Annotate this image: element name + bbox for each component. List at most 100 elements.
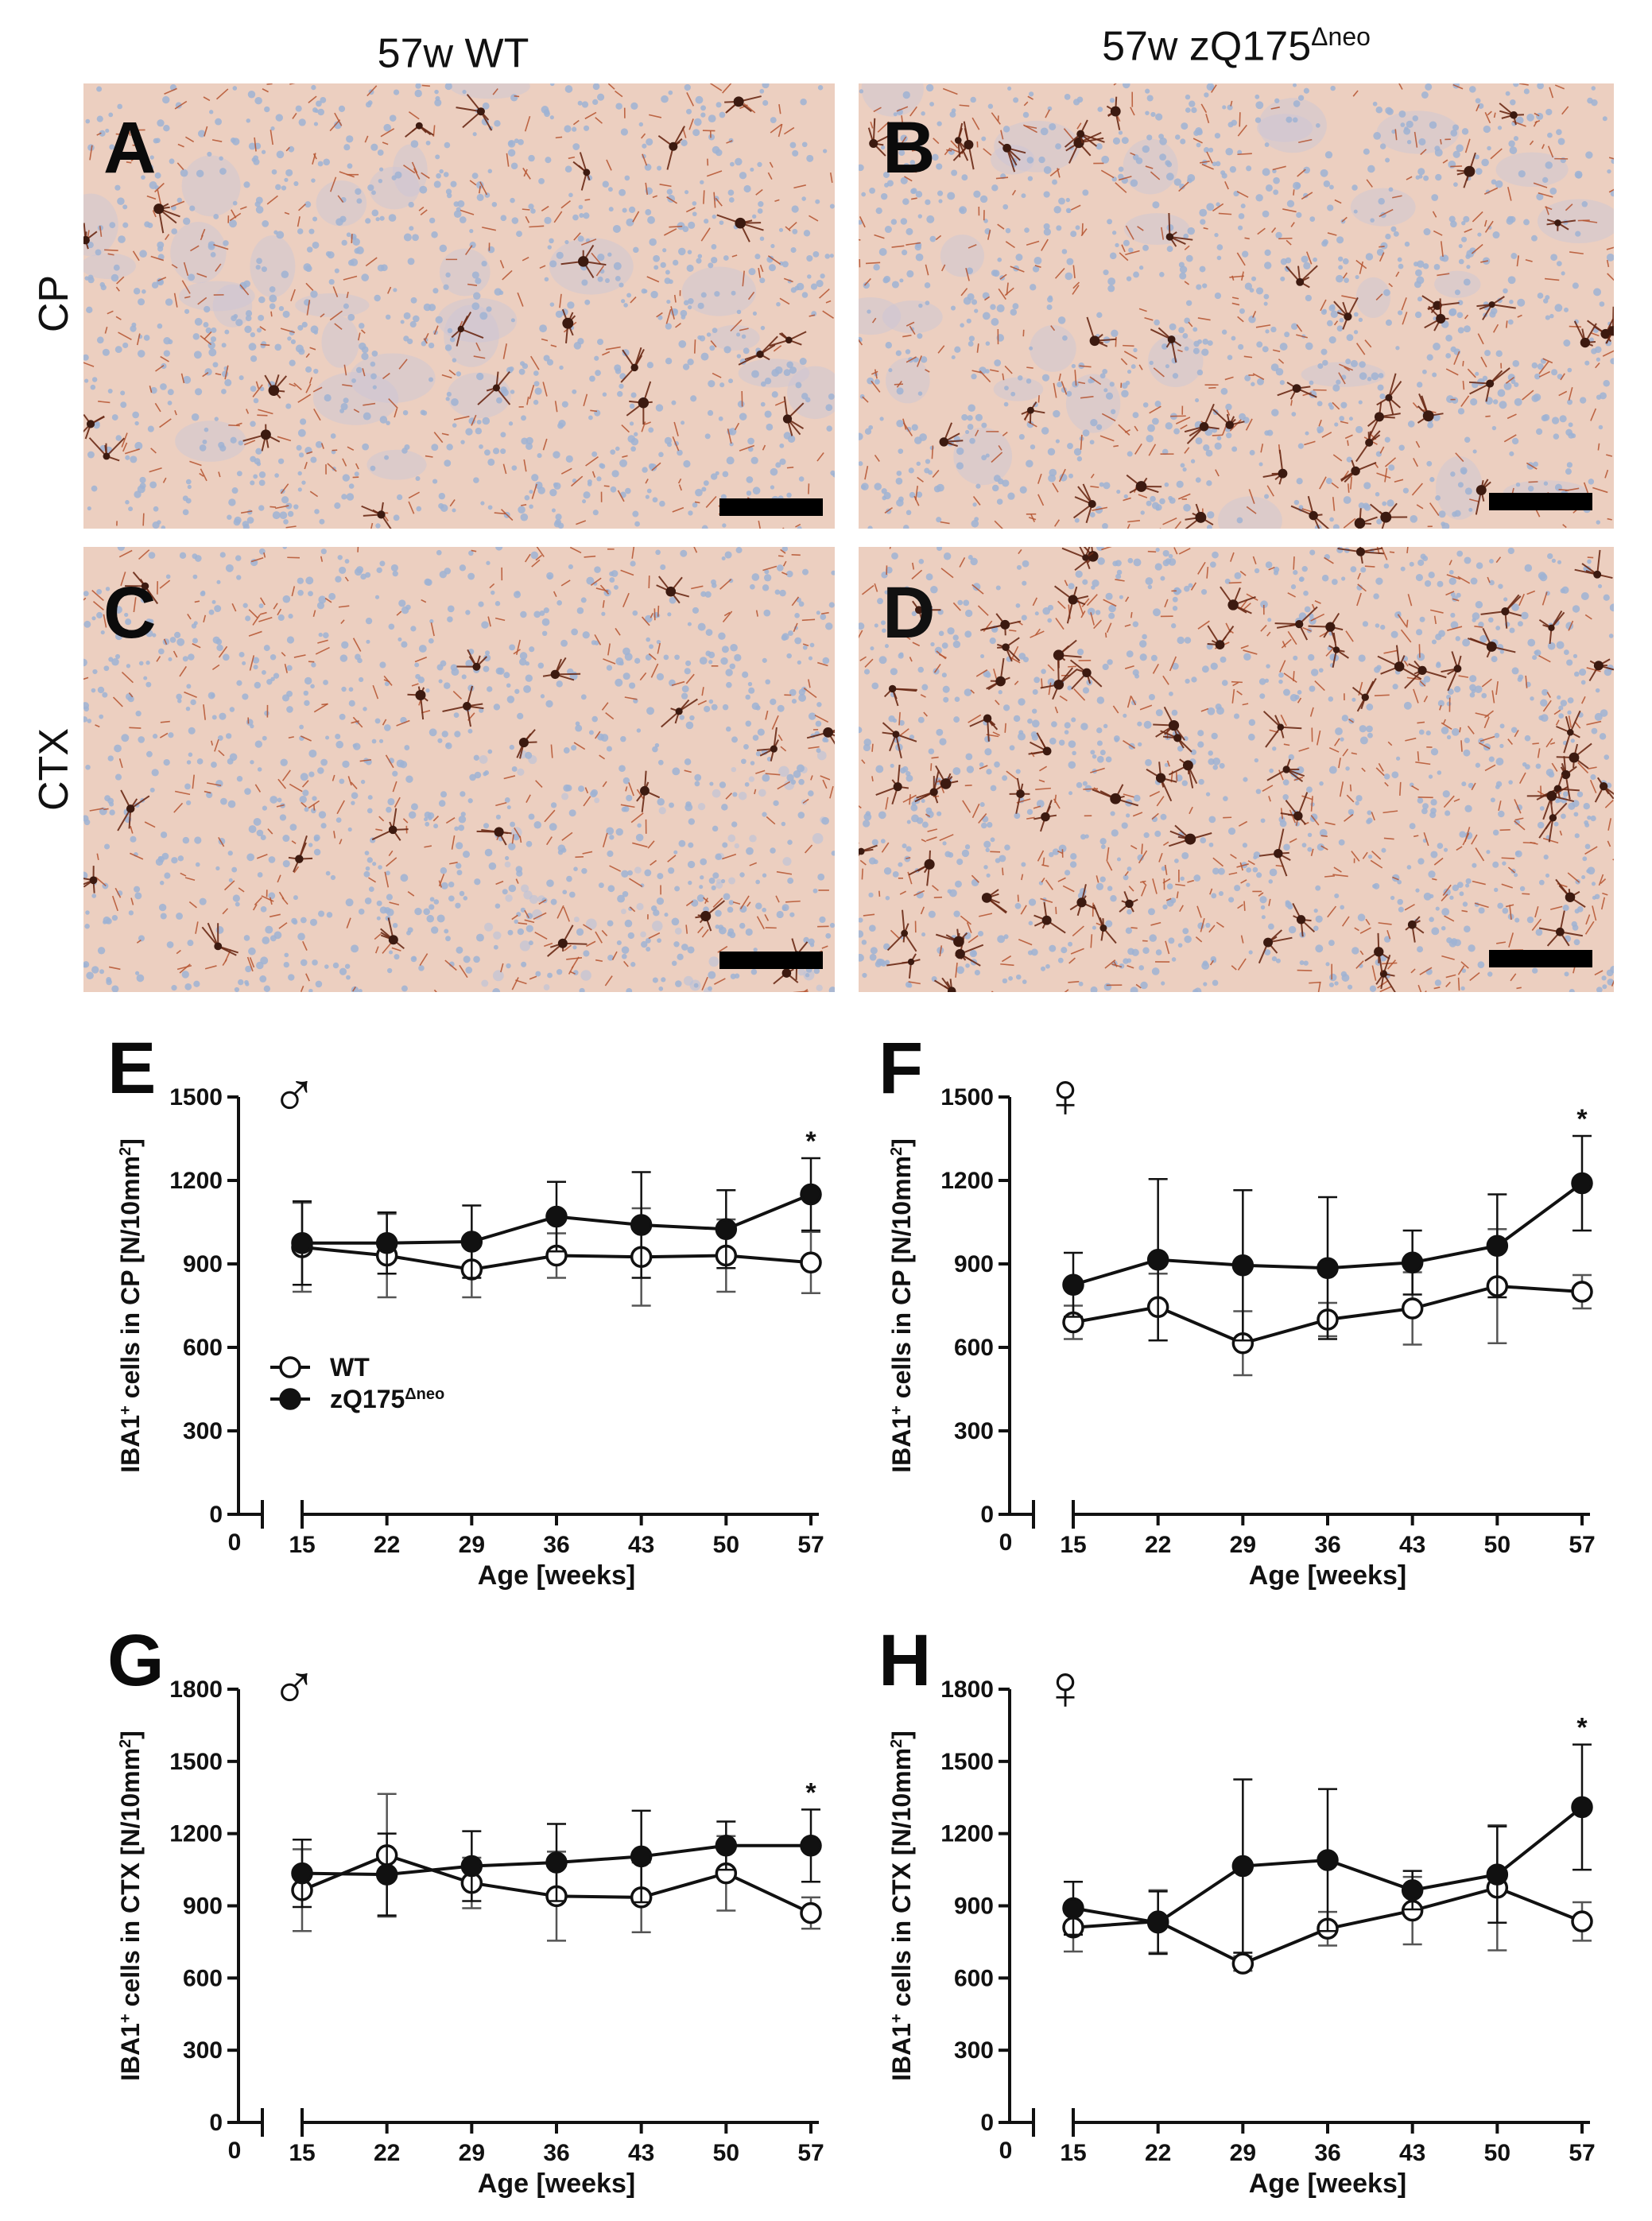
y-tick-label: 0 xyxy=(980,2110,994,2136)
data-point xyxy=(293,1234,312,1253)
significance-marker: * xyxy=(805,1777,816,1808)
x-tick-label: 0 xyxy=(999,1529,1013,1556)
y-tick-label: 900 xyxy=(954,1893,994,1920)
data-point xyxy=(462,1857,481,1876)
y-tick-label: 900 xyxy=(954,1251,994,1277)
x-tick-label: 36 xyxy=(543,2140,569,2166)
y-tick-label: 300 xyxy=(183,1418,223,1444)
data-point xyxy=(547,1207,566,1227)
x-tick-label: 43 xyxy=(628,1532,654,1558)
y-tick-label: 0 xyxy=(980,1502,994,1528)
micrograph-c xyxy=(83,547,835,992)
scale-bar-d xyxy=(1489,950,1592,967)
x-axis-label: Age [weeks] xyxy=(478,1560,635,1591)
data-point xyxy=(378,1865,397,1884)
x-axis-label: Age [weeks] xyxy=(478,2169,635,2199)
x-tick-label: 29 xyxy=(459,2140,485,2166)
scale-bar-a xyxy=(719,498,823,516)
data-point xyxy=(801,1185,820,1204)
row-title-cp: CP xyxy=(30,184,78,423)
x-tick-label: 36 xyxy=(1314,1532,1340,1558)
x-tick-label: 15 xyxy=(1060,2140,1086,2166)
data-point xyxy=(801,1836,820,1855)
data-point xyxy=(1149,1250,1168,1269)
x-tick-label: 43 xyxy=(628,2140,654,2166)
data-point xyxy=(716,1219,735,1238)
y-tick-label: 0 xyxy=(209,1502,223,1528)
data-point xyxy=(1233,1256,1252,1275)
y-tick-label: 1200 xyxy=(940,1168,994,1194)
x-tick-label: 50 xyxy=(713,1532,739,1558)
data-point xyxy=(1487,1865,1507,1884)
data-point xyxy=(547,1853,566,1872)
data-point xyxy=(1064,1899,1083,1918)
female-symbol-icon: ♀ xyxy=(1041,1652,1089,1723)
y-tick-label: 1800 xyxy=(169,1676,223,1703)
x-tick-label: 22 xyxy=(374,2140,400,2166)
data-point xyxy=(1487,1236,1507,1255)
female-symbol-icon: ♀ xyxy=(1041,1060,1089,1130)
panel-letter: F xyxy=(878,1028,923,1109)
data-point xyxy=(1403,1299,1422,1318)
panel-letter: E xyxy=(107,1028,156,1109)
y-tick-label: 1500 xyxy=(169,1084,223,1110)
x-tick-label: 57 xyxy=(1569,2140,1595,2166)
male-symbol-icon: ♂ xyxy=(270,1652,318,1723)
y-axis-label: IBA1+ cells in CP [N/10mm2] xyxy=(116,1138,145,1473)
data-point xyxy=(1318,1258,1337,1277)
legend-label-wt: WT xyxy=(330,1353,370,1382)
scale-bar-c xyxy=(719,952,823,969)
scale-bar-b xyxy=(1489,493,1592,510)
x-tick-label: 43 xyxy=(1399,1532,1425,1558)
y-tick-label: 300 xyxy=(954,2037,994,2064)
significance-marker: * xyxy=(1576,1713,1588,1743)
panel-letter: H xyxy=(878,1620,931,1701)
y-tick-label: 1500 xyxy=(169,1749,223,1775)
panel-letter-b: B xyxy=(882,111,935,184)
x-tick-label: 50 xyxy=(1484,2140,1510,2166)
y-axis-label: IBA1+ cells in CP [N/10mm2] xyxy=(887,1138,916,1473)
x-axis-label: Age [weeks] xyxy=(1249,2169,1406,2199)
data-point xyxy=(801,1253,820,1272)
male-symbol-icon: ♂ xyxy=(270,1060,318,1130)
y-tick-label: 600 xyxy=(954,1965,994,1991)
x-tick-label: 22 xyxy=(1145,2140,1171,2166)
y-axis-label: IBA1+ cells in CTX [N/10mm2] xyxy=(887,1731,916,2081)
y-tick-label: 1800 xyxy=(940,1676,994,1703)
y-tick-label: 900 xyxy=(183,1251,223,1277)
data-point xyxy=(1233,1857,1252,1876)
x-tick-label: 43 xyxy=(1399,2140,1425,2166)
data-point xyxy=(1573,1912,1592,1931)
x-tick-label: 22 xyxy=(374,1532,400,1558)
data-point xyxy=(801,1904,820,1923)
x-tick-label: 29 xyxy=(1230,1532,1256,1558)
data-point xyxy=(378,1234,397,1253)
x-tick-label: 15 xyxy=(289,1532,315,1558)
legend-label-zq175: zQ175Δneo xyxy=(330,1385,444,1413)
data-point xyxy=(1149,1913,1168,1932)
row-title-ctx: CTX xyxy=(30,650,78,889)
column-title-wt: 57w WT xyxy=(79,22,827,77)
y-tick-label: 1200 xyxy=(169,1168,223,1194)
x-tick-label: 57 xyxy=(797,2140,824,2166)
data-point xyxy=(632,1215,651,1235)
data-point xyxy=(632,1847,651,1866)
data-point xyxy=(462,1232,481,1251)
panel-letter: G xyxy=(107,1620,165,1701)
x-tick-label: 50 xyxy=(713,2140,739,2166)
data-point xyxy=(1403,1253,1422,1272)
y-tick-label: 1200 xyxy=(169,1821,223,1847)
data-point xyxy=(293,1864,312,1883)
data-point xyxy=(1403,1881,1422,1900)
data-point xyxy=(1573,1797,1592,1816)
y-tick-label: 600 xyxy=(954,1335,994,1361)
x-tick-label: 0 xyxy=(999,2138,1013,2164)
x-tick-label: 57 xyxy=(1569,1532,1595,1558)
x-tick-label: 29 xyxy=(459,1532,485,1558)
data-point xyxy=(1573,1174,1592,1193)
significance-marker: * xyxy=(805,1126,816,1157)
x-tick-label: 50 xyxy=(1484,1532,1510,1558)
